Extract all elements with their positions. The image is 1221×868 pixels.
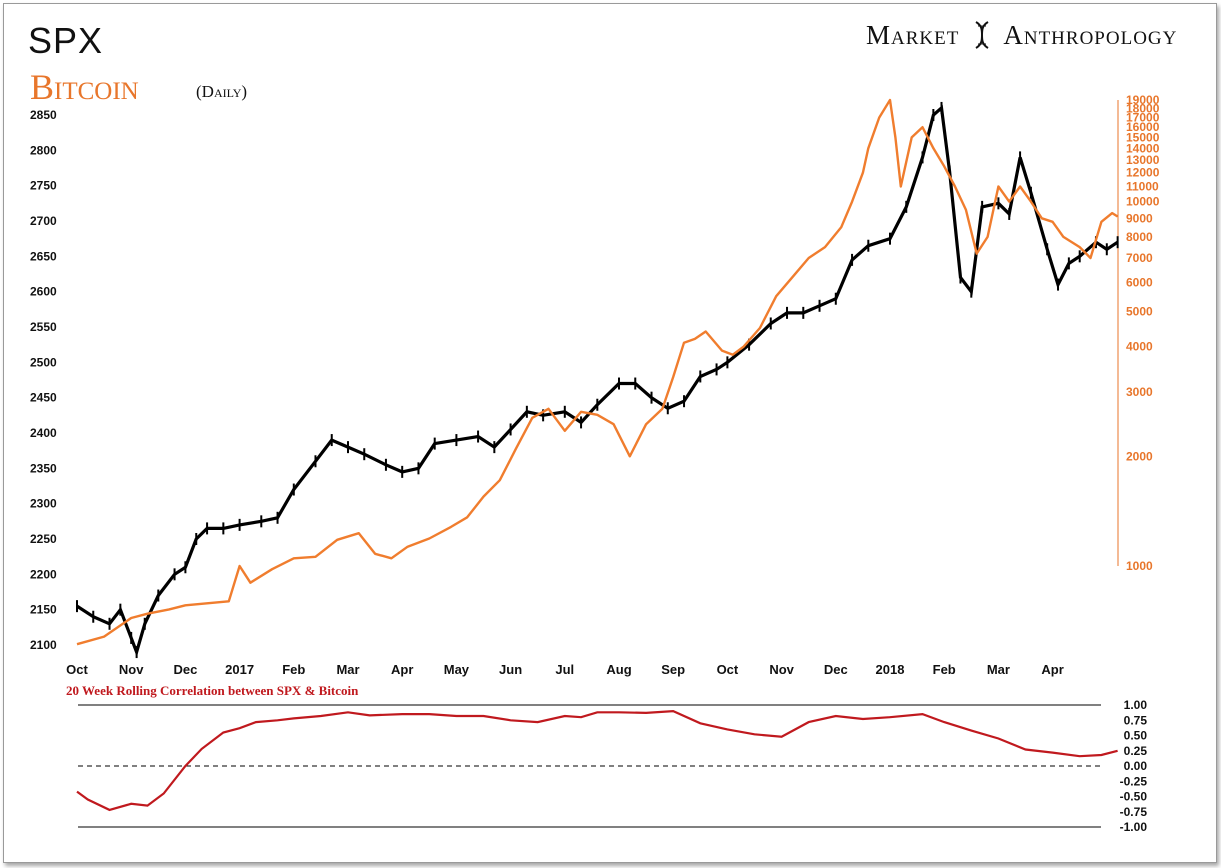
left-axis-tick: 2550 [30,320,57,334]
left-axis-tick: 2100 [30,638,57,652]
left-axis-tick: 2250 [30,532,57,546]
bitcoin-series-line [76,98,1119,646]
x-axis-tick: May [444,662,470,677]
x-axis-tick: Oct [717,662,739,677]
x-axis-tick: Sep [661,662,685,677]
right-axis-tick: 11000 [1126,179,1159,193]
right-axis-tick: 17000 [1126,111,1160,125]
right-axis-tick: 15000 [1126,130,1160,144]
left-axis-tick: 2400 [30,426,57,440]
spx-series-line [76,104,1119,658]
correlation-axis-tick: -0.50 [1120,790,1148,804]
x-axis-tick: Nov [119,662,144,677]
right-axis-tick: 1000 [1126,559,1153,573]
left-axis-tick: 2350 [30,461,57,475]
x-axis-tick: Aug [606,662,631,677]
left-axis-tick: 2500 [30,355,57,369]
left-axis-tick: 2600 [30,285,57,299]
left-axis-tick: 2200 [30,567,57,581]
x-axis-tick: Dec [173,662,197,677]
right-axis-tick: 4000 [1126,340,1153,354]
x-axis-tick: 2018 [876,662,905,677]
x-axis-tick: Dec [824,662,848,677]
right-axis-tick: 16000 [1126,120,1160,134]
right-axis-tick: 13000 [1126,153,1160,167]
right-axis-tick: 2000 [1126,449,1153,463]
x-axis-tick: Apr [1041,662,1063,677]
right-axis-tick: 7000 [1126,251,1153,265]
left-axis-tick: 2150 [30,603,57,617]
left-axis-tick: 2800 [30,143,57,157]
correlation-axis-tick: -1.00 [1120,820,1148,834]
correlation-title: 20 Week Rolling Correlation between SPX … [66,683,359,698]
brand-left: Market [866,20,960,50]
correlation-axis-tick: 0.75 [1124,713,1148,727]
correlation-series-line [76,709,1118,812]
right-axis-tick: 10000 [1126,195,1160,209]
left-axis-tick: 2300 [30,497,57,511]
x-axis-tick: Nov [769,662,794,677]
right-axis-tick: 8000 [1126,230,1153,244]
correlation-axis-tick: 0.00 [1124,759,1148,773]
correlation-axis-tick: -0.75 [1120,805,1148,819]
left-axis-tick: 2850 [30,108,57,122]
x-axis-tick: Feb [282,662,305,677]
chart-frame [3,3,1217,863]
left-axis-tick: 2650 [30,249,57,263]
left-axis-tick: 2700 [30,214,57,228]
chart-title: SPX [28,20,104,61]
right-axis-tick: 14000 [1126,141,1160,155]
x-axis-tick: Mar [987,662,1010,677]
right-axis-tick: 12000 [1126,166,1160,180]
correlation-axis-tick: 1.00 [1124,698,1148,712]
right-axis-tick: 9000 [1126,211,1153,225]
x-axis-tick: Jun [499,662,522,677]
right-axis-tick: 6000 [1126,275,1153,289]
brand-logo: Market Anthropology [866,20,1177,51]
x-axis-tick: 2017 [225,662,254,677]
dna-icon [971,21,993,49]
left-axis-tick: 2750 [30,179,57,193]
left-axis-tick: 2450 [30,391,57,405]
right-axis-tick: 5000 [1126,304,1153,318]
chart-subtitle: Bitcoin [30,67,139,107]
period-label: (Daily) [196,82,248,101]
correlation-axis-tick: 0.50 [1124,729,1148,743]
right-axis-tick: 3000 [1126,385,1153,399]
right-axis-tick: 19000 [1126,93,1160,107]
right-axis-tick: 18000 [1126,102,1160,116]
brand-right: Anthropology [1003,20,1178,50]
x-axis-tick: Feb [933,662,956,677]
x-axis-tick: Oct [66,662,88,677]
x-axis-tick: Jul [555,662,574,677]
x-axis-tick: Mar [336,662,359,677]
x-axis-tick: Apr [391,662,413,677]
correlation-axis-tick: -0.25 [1120,774,1148,788]
correlation-axis-tick: 0.25 [1124,744,1148,758]
